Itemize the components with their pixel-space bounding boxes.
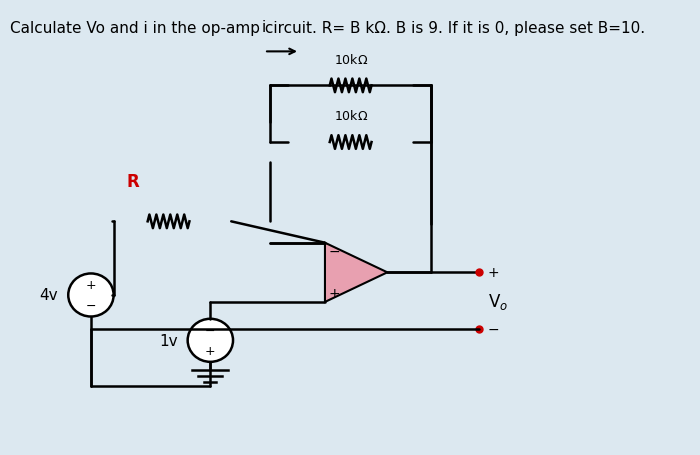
- Text: +: +: [85, 278, 97, 292]
- Text: 10k$\Omega$: 10k$\Omega$: [333, 109, 368, 123]
- Text: −: −: [85, 299, 96, 312]
- Text: −: −: [488, 322, 500, 336]
- Text: 10k$\Omega$: 10k$\Omega$: [333, 52, 368, 66]
- Text: R: R: [127, 173, 139, 191]
- Text: 1v: 1v: [159, 333, 178, 348]
- Text: +: +: [488, 266, 500, 280]
- Text: −: −: [328, 245, 339, 258]
- Text: V$_o$: V$_o$: [488, 291, 508, 311]
- Circle shape: [69, 274, 113, 317]
- Text: +: +: [205, 344, 216, 357]
- Text: i: i: [262, 20, 266, 35]
- Text: Calculate Vo and i in the op-amp circuit. R= B kΩ. B is 9. If it is 0, please se: Calculate Vo and i in the op-amp circuit…: [10, 21, 645, 36]
- Circle shape: [188, 319, 233, 362]
- Polygon shape: [325, 243, 387, 302]
- Text: −: −: [205, 324, 216, 337]
- Text: 4v: 4v: [39, 288, 58, 303]
- Text: +: +: [328, 287, 339, 301]
